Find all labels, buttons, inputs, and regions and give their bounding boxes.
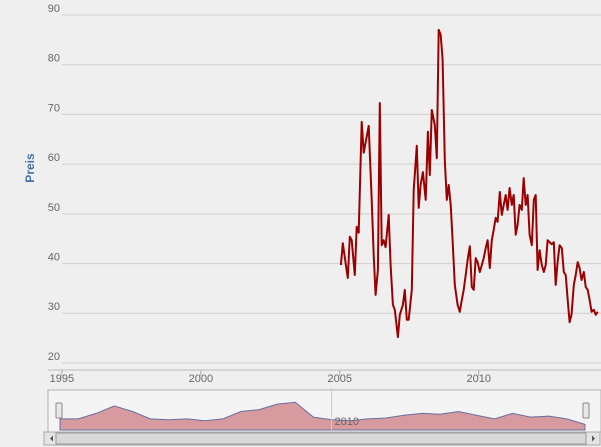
navigator-series [59, 401, 586, 431]
x-tick-label: 1995 [50, 373, 74, 385]
scroll-left-arrow[interactable] [50, 435, 53, 442]
y-tick-label: 30 [48, 301, 60, 313]
y-tick-label: 60 [48, 152, 60, 164]
scrollbar-thumb[interactable] [55, 432, 587, 445]
y-axis-label: Preis [23, 153, 37, 183]
x-tick-label: 2000 [189, 373, 213, 385]
y-tick-label: 40 [48, 251, 60, 263]
y-tick-label: 50 [48, 202, 60, 214]
y-tick-label: 90 [48, 3, 60, 15]
area [59, 401, 586, 431]
x-tick-label: 2010 [335, 416, 359, 428]
x-tick-label: 2010 [466, 373, 490, 385]
navigator-handle[interactable] [55, 402, 63, 419]
line [339, 28, 599, 339]
x-tick-label: 2005 [328, 373, 352, 385]
y-tick-label: 80 [48, 53, 60, 65]
y-tick-label: 20 [48, 351, 60, 363]
y-tick-label: 70 [48, 102, 60, 114]
scroll-right-arrow[interactable] [592, 435, 595, 442]
navigator-handle[interactable] [582, 402, 590, 419]
